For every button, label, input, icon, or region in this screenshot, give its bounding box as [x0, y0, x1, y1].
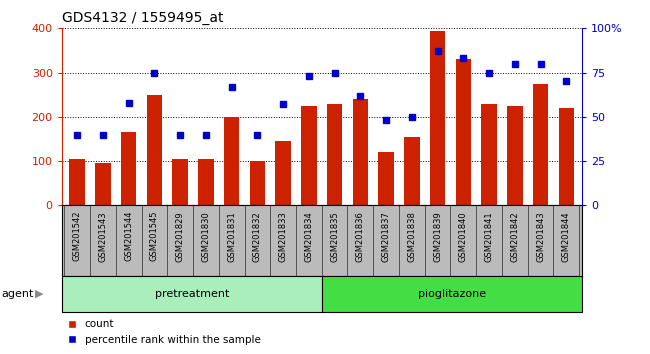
Text: GSM201545: GSM201545 [150, 211, 159, 262]
Text: GSM201836: GSM201836 [356, 211, 365, 262]
Text: GSM201544: GSM201544 [124, 211, 133, 262]
Bar [482, 104, 497, 205]
Bar [378, 152, 394, 205]
Bar [70, 159, 85, 205]
Text: GSM201830: GSM201830 [202, 211, 211, 262]
Text: GSM201841: GSM201841 [485, 211, 493, 262]
Text: GDS4132 / 1559495_at: GDS4132 / 1559495_at [62, 11, 223, 25]
Bar [276, 141, 291, 205]
Text: GSM201844: GSM201844 [562, 211, 571, 262]
Bar [250, 161, 265, 205]
Text: pretreatment: pretreatment [155, 289, 229, 299]
Bar [353, 99, 368, 205]
Bar [533, 84, 549, 205]
Bar [456, 59, 471, 205]
Bar [430, 30, 445, 205]
Bar [507, 106, 523, 205]
Text: GSM201842: GSM201842 [510, 211, 519, 262]
Bar [62, 276, 322, 312]
Text: GSM201838: GSM201838 [408, 211, 417, 262]
Text: GSM201829: GSM201829 [176, 211, 185, 262]
Text: GSM201835: GSM201835 [330, 211, 339, 262]
Text: GSM201542: GSM201542 [73, 211, 82, 262]
Bar [301, 106, 317, 205]
Text: GSM201839: GSM201839 [433, 211, 442, 262]
Text: GSM201837: GSM201837 [382, 211, 391, 262]
Bar [558, 108, 574, 205]
Text: GSM201843: GSM201843 [536, 211, 545, 262]
Bar [224, 117, 239, 205]
Text: agent: agent [1, 289, 34, 299]
Text: pioglitazone: pioglitazone [418, 289, 486, 299]
Text: GSM201833: GSM201833 [279, 211, 288, 262]
Text: GSM201840: GSM201840 [459, 211, 468, 262]
Text: GSM201834: GSM201834 [304, 211, 313, 262]
Bar [147, 95, 162, 205]
Bar [172, 159, 188, 205]
Bar [95, 163, 110, 205]
Legend: count, percentile rank within the sample: count, percentile rank within the sample [64, 315, 265, 349]
Bar [121, 132, 136, 205]
Bar [327, 104, 343, 205]
Text: GSM201832: GSM201832 [253, 211, 262, 262]
Text: ▶: ▶ [34, 289, 44, 299]
Text: GSM201543: GSM201543 [98, 211, 107, 262]
Bar [404, 137, 419, 205]
Text: GSM201831: GSM201831 [227, 211, 236, 262]
Bar [198, 159, 214, 205]
Bar [322, 276, 582, 312]
